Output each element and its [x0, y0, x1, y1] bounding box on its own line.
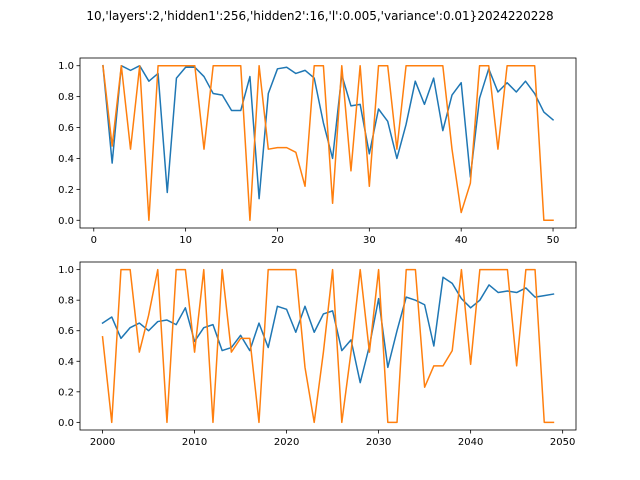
x-tick-label: 40 [455, 235, 468, 246]
x-tick-label: 2000 [90, 437, 115, 448]
y-tick-label: 0.8 [58, 296, 74, 307]
subplot-2: 2000 2010 2020 2030 2040 2050 0.0 0.2 0.4 0.6 0.8 1… [58, 261, 577, 448]
y-tick-label: 1.0 [58, 265, 74, 276]
y-tick-label: 0.0 [58, 418, 74, 429]
figure-title: 10,'layers':2,'hidden1':256,'hidden2':16… [86, 9, 553, 23]
axes-frame [79, 261, 577, 431]
y-tick-label: 0.6 [58, 326, 74, 337]
y-tick-label: 0.4 [58, 357, 74, 368]
y-tick-label: 0.6 [58, 123, 74, 134]
x-tick-label: 50 [547, 235, 560, 246]
x-tick-label: 2030 [366, 437, 391, 448]
subplot-1: 0 10 20 30 40 50 0.0 0.2 0.4 0.6 0.8 1.0 [58, 57, 577, 246]
x-tick-label: 0 [91, 235, 97, 246]
x-tick-label: 2020 [274, 437, 299, 448]
x-tick-label: 2040 [458, 437, 483, 448]
x-tick-label: 2050 [550, 437, 575, 448]
y-tick-label: 1.0 [58, 61, 74, 72]
y-tick-label: 0.2 [58, 387, 74, 398]
y-tick-label: 0.0 [58, 216, 74, 227]
x-tick-label: 20 [271, 235, 284, 246]
x-tick-label: 10 [179, 235, 192, 246]
x-tick-label: 30 [363, 235, 376, 246]
series-line-2 [102, 64, 554, 222]
axes-frame [79, 57, 577, 229]
x-tick-label: 2010 [182, 437, 207, 448]
y-tick-label: 0.4 [58, 154, 74, 165]
y-tick-label: 0.8 [58, 92, 74, 103]
y-tick-label: 0.2 [58, 185, 74, 196]
series-line-2 [101, 268, 555, 424]
